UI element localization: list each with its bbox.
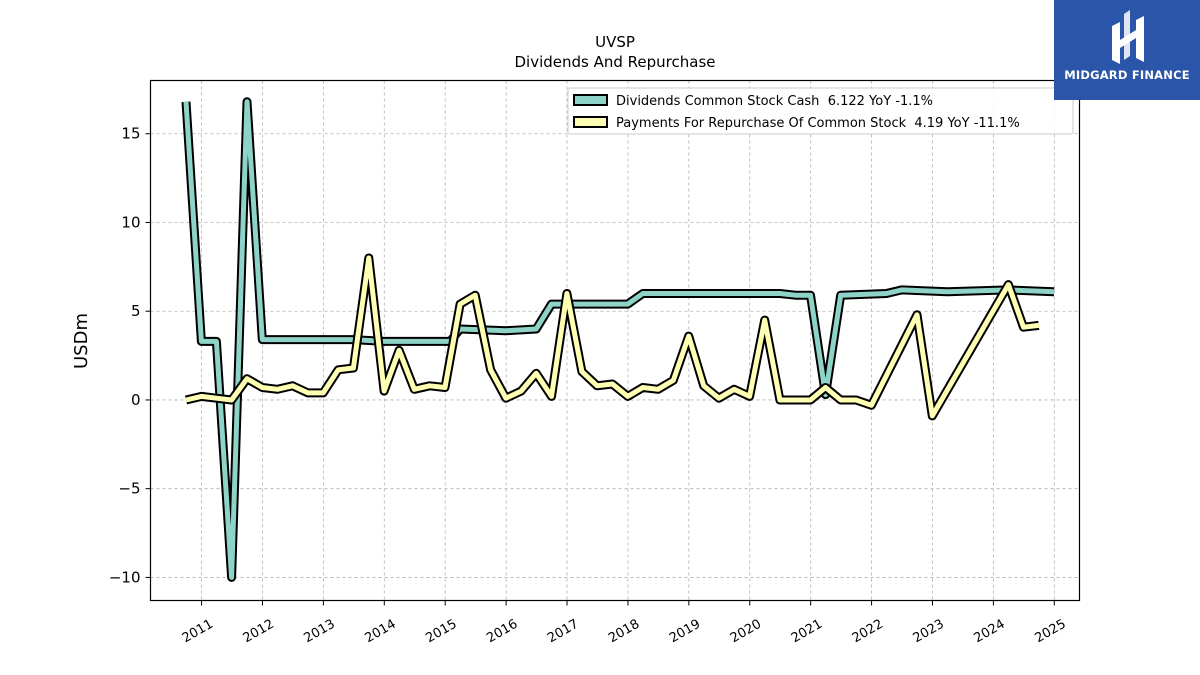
y-axis: −10 −5 0 5 10 15 — [109, 125, 151, 586]
x-axis: 2011 2012 2013 2014 2015 2016 2017 2018 2019 2020… — [180, 600, 1069, 647]
chart-subtitle: Dividends And Repurchase — [514, 53, 715, 71]
x-tick-label: 2016 — [484, 617, 520, 647]
chart-title: UVSP — [595, 33, 635, 51]
series-line-1 — [183, 99, 1055, 580]
x-tick-label: 2013 — [302, 617, 338, 647]
legend: Dividends Common Stock Cash 6.122 YoY -1… — [567, 87, 1074, 135]
midgard-finance-logo: MIDGARD FINANCE — [1054, 0, 1200, 100]
x-tick-label: 2020 — [728, 617, 764, 647]
y-tick-label: 15 — [121, 125, 140, 143]
x-tick-label: 2011 — [180, 617, 216, 647]
legend-swatch-2 — [573, 116, 608, 128]
legend-box — [567, 87, 1074, 135]
series-layer — [181, 97, 1055, 582]
y-tick-label: 0 — [131, 391, 141, 409]
x-tick-label: 2023 — [911, 617, 947, 647]
x-tick-label: 2021 — [789, 617, 825, 647]
y-tick-label: −5 — [118, 480, 140, 498]
legend-label-1: Dividends Common Stock Cash 6.122 YoY -1… — [616, 94, 933, 109]
y-tick-label: 5 — [131, 302, 141, 320]
x-tick-label: 2014 — [362, 617, 398, 647]
x-tick-label: 2025 — [1032, 617, 1068, 647]
x-tick-label: 2024 — [972, 617, 1008, 647]
x-tick-label: 2018 — [606, 617, 642, 647]
series-line-2 — [185, 255, 1040, 419]
logo-text: MIDGARD FINANCE — [1064, 68, 1190, 82]
y-axis-label: USDm — [71, 313, 92, 369]
x-tick-label: 2019 — [667, 617, 703, 647]
y-tick-label: −10 — [109, 568, 141, 586]
legend-label-2: Payments For Repurchase Of Common Stock … — [616, 116, 1020, 131]
x-tick-label: 2017 — [545, 617, 581, 647]
y-tick-label: 10 — [121, 213, 140, 231]
legend-swatch-1 — [573, 94, 608, 106]
x-tick-label: 2012 — [241, 617, 277, 647]
x-tick-label: 2022 — [850, 617, 886, 647]
plot-frame — [149, 79, 1081, 602]
x-tick-label: 2015 — [423, 617, 459, 647]
logo-mark-icon — [1112, 10, 1144, 64]
